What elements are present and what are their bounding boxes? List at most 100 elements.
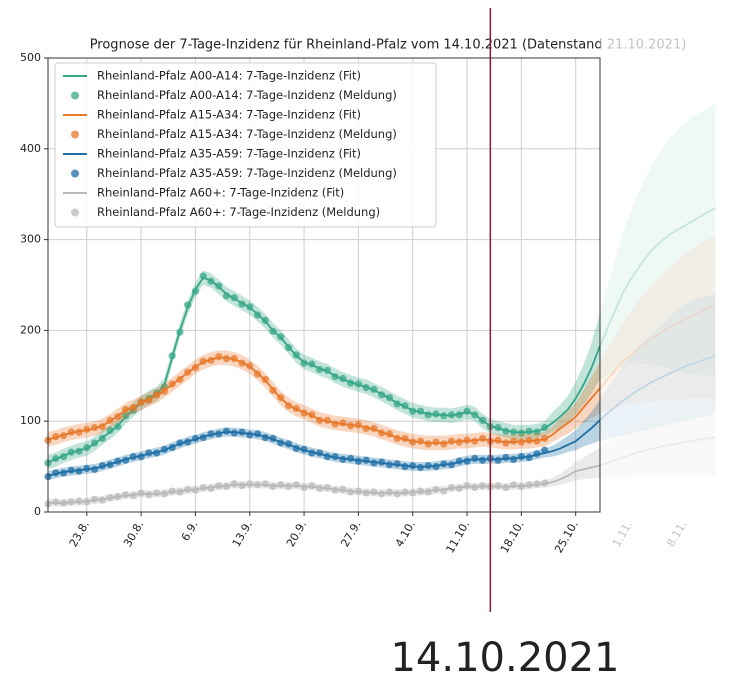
data-point [199, 357, 207, 365]
plot-frame [47, 57, 601, 513]
data-point [362, 489, 370, 497]
data-point [98, 462, 106, 470]
data-point [238, 359, 246, 367]
data-point [316, 449, 324, 457]
x-tick-label: 4.10. [393, 519, 418, 550]
data-point [541, 434, 549, 443]
data-point [502, 453, 510, 462]
data-point [362, 424, 370, 433]
data-point [269, 327, 277, 335]
data-point [440, 440, 448, 448]
data-point [98, 496, 106, 504]
data-point [416, 463, 425, 472]
data-point [432, 485, 440, 493]
data-point [447, 483, 456, 492]
data-point [222, 354, 231, 363]
data-point [525, 453, 533, 462]
data-point [463, 407, 471, 415]
data-point [525, 436, 533, 444]
data-point [176, 328, 184, 336]
data-point [354, 457, 362, 465]
confidence-band [48, 398, 716, 507]
data-point [207, 430, 215, 438]
data-point [432, 463, 440, 471]
data-point [83, 443, 91, 452]
data-point [153, 391, 161, 399]
legend-swatch [71, 91, 79, 100]
data-point [75, 428, 83, 436]
data-point [378, 391, 386, 399]
data-point [98, 423, 106, 431]
data-point [300, 359, 308, 367]
data-point [153, 489, 161, 497]
data-point [106, 461, 114, 469]
data-point [230, 354, 238, 363]
data-point [199, 433, 207, 442]
data-point [145, 449, 153, 457]
data-point [502, 427, 510, 435]
data-point [215, 430, 223, 438]
data-point [354, 421, 362, 429]
data-point [370, 424, 378, 433]
data-point [106, 416, 114, 424]
data-point [424, 411, 432, 419]
data-point [160, 490, 168, 498]
data-point [308, 360, 316, 368]
data-point [222, 427, 231, 435]
data-point [284, 344, 293, 352]
data-point [284, 482, 293, 491]
data-point [378, 458, 386, 466]
data-point [323, 416, 331, 424]
data-point [409, 489, 417, 497]
data-point [525, 427, 533, 435]
data-point [385, 430, 394, 438]
data-point [533, 480, 541, 488]
data-point [160, 387, 168, 395]
data-point [308, 449, 316, 457]
data-point [339, 419, 347, 427]
data-point [129, 453, 137, 461]
y-tick-label: 300 [20, 233, 41, 246]
data-point [362, 384, 370, 392]
data-point [533, 428, 541, 436]
data-point [253, 481, 262, 489]
data-point [347, 454, 355, 463]
data-point [176, 375, 184, 384]
data-point [222, 292, 231, 300]
data-point [362, 456, 370, 464]
data-point [331, 420, 339, 428]
fade-overlay [600, 30, 741, 575]
legend-label: Rheinland-Pfalz A60+: 7-Tage-Inzidenz (M… [97, 205, 380, 219]
data-point [230, 480, 238, 488]
data-point [339, 455, 347, 463]
data-point [184, 485, 192, 493]
x-tick-label: 25.10. [552, 519, 581, 556]
data-point [59, 499, 68, 507]
data-point [354, 487, 362, 495]
data-point [517, 482, 525, 491]
data-point [478, 434, 487, 443]
data-point [541, 479, 549, 487]
legend-box [54, 62, 437, 228]
y-tick-label: 0 [34, 505, 41, 518]
data-point [401, 402, 409, 410]
data-point [90, 439, 99, 447]
data-point [432, 410, 440, 418]
data-point [75, 497, 83, 505]
data-point [502, 439, 510, 447]
data-point [401, 434, 409, 443]
data-point [393, 434, 401, 443]
data-point [393, 490, 401, 498]
data-point [478, 482, 487, 490]
data-point [129, 403, 137, 412]
data-point [478, 416, 487, 424]
data-point [447, 437, 456, 445]
data-point [137, 398, 145, 406]
data-point [106, 493, 114, 502]
data-point [222, 482, 231, 491]
legend-label: Rheinland-Pfalz A15-A34: 7-Tage-Inzidenz… [97, 127, 397, 141]
data-point [292, 351, 300, 359]
data-point [432, 438, 440, 446]
data-point [447, 411, 456, 419]
data-point [114, 413, 122, 421]
